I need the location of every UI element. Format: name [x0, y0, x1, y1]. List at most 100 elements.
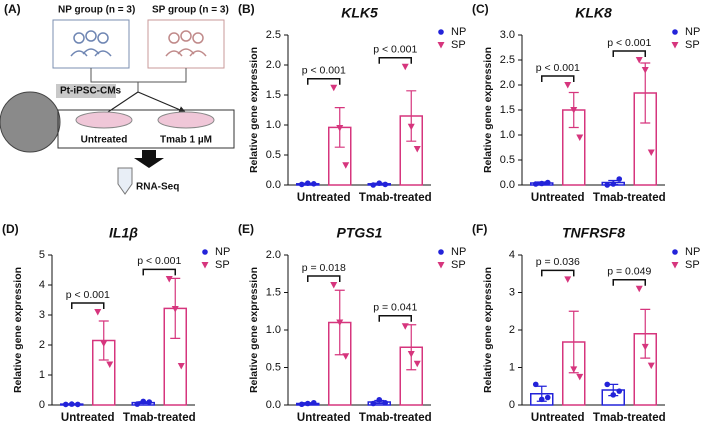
y-tick-label: 2.0 — [266, 59, 281, 71]
data-point — [304, 180, 311, 186]
dish-label: Untreated — [81, 135, 128, 146]
legend-marker — [437, 42, 445, 49]
y-tick-label: 1.5 — [266, 286, 281, 298]
chart-panel: (B) KLK5 Relative gene expression 0.0 0.5 1.0… — [238, 2, 466, 204]
legend-marker — [671, 42, 679, 49]
data-point — [570, 107, 578, 114]
panel-label: (C) — [472, 2, 489, 16]
x-tick-label: Tmab-treated — [359, 192, 432, 204]
data-point — [134, 401, 141, 407]
significance-bracket — [541, 269, 575, 277]
panel-label: (F) — [472, 222, 487, 236]
y-tick-label: 1 — [509, 361, 515, 373]
arrows — [107, 91, 185, 112]
significance-label: p < 0.001 — [536, 62, 580, 74]
legend-marker — [672, 29, 678, 35]
group-label: SP group (n = 3) — [152, 5, 229, 16]
data-point — [544, 394, 551, 401]
data-point — [146, 399, 153, 405]
y-tick-label: 2.5 — [266, 29, 281, 41]
chart-title: KLK5 — [341, 5, 378, 21]
y-tick-label: 0.0 — [266, 179, 281, 191]
significance-label: p = 0.018 — [302, 262, 346, 274]
y-tick-label: 5 — [39, 249, 45, 261]
significance-bracket — [378, 57, 412, 64]
significance-bracket — [541, 75, 575, 82]
data-point — [576, 134, 584, 141]
data-point — [304, 400, 311, 407]
data-point — [616, 176, 623, 182]
y-tick-label: 2.0 — [500, 79, 515, 91]
legend-marker — [672, 249, 678, 255]
y-tick-label: 3.0 — [500, 29, 515, 41]
connector — [90, 68, 187, 92]
data-point — [635, 57, 643, 64]
y-axis-label: Relative gene expression — [12, 267, 24, 393]
data-point — [647, 149, 655, 156]
y-tick-label: 1.0 — [266, 324, 281, 336]
data-point — [382, 399, 389, 406]
dish-box — [57, 109, 235, 149]
data-point — [370, 182, 377, 188]
legend-marker — [438, 29, 444, 35]
down-arrow — [134, 150, 164, 168]
data-point — [610, 392, 617, 398]
data-point — [336, 319, 344, 326]
data-point — [370, 400, 377, 407]
data-point — [376, 396, 383, 403]
data-point — [330, 84, 338, 92]
dish — [157, 111, 215, 129]
x-tick-label: Tmab-treated — [593, 412, 666, 424]
significance-label: p < 0.001 — [373, 44, 417, 56]
y-tick-label: 1.0 — [266, 119, 281, 131]
x-tick-label: Untreated — [531, 192, 585, 204]
significance-label: p < 0.001 — [607, 37, 651, 49]
y-axis-label: Relative gene expression — [248, 47, 260, 173]
x-tick-label: Tmab-treated — [123, 412, 196, 424]
y-tick-label: 4 — [509, 249, 515, 261]
chart-panel: (E) PTGS1 Relative gene expression 0.0 0.5 1.… — [238, 222, 466, 424]
data-point — [140, 398, 147, 405]
x-tick-label: Untreated — [61, 412, 115, 424]
data-point — [342, 353, 350, 360]
data-point — [576, 373, 584, 381]
y-tick-label: 2.5 — [500, 54, 515, 66]
panel-label: (A) — [4, 2, 21, 16]
significance-label: p = 0.041 — [373, 302, 417, 314]
y-tick-label: 2 — [39, 339, 45, 351]
error-bar — [406, 90, 417, 142]
data-point — [342, 162, 350, 169]
dish-label: Tmab 1 µM — [160, 135, 212, 146]
data-point — [330, 282, 338, 289]
y-tick-label: 0.5 — [266, 149, 281, 161]
legend-label: SP — [451, 259, 466, 271]
cells-label: Pt-iPSC-CMs — [60, 86, 122, 97]
significance-bracket — [612, 279, 646, 286]
y-tick-label: 0.5 — [266, 361, 281, 373]
chart-title: TNFRSF8 — [562, 225, 625, 241]
significance-label: p = 0.036 — [536, 256, 580, 268]
data-point — [564, 82, 572, 89]
legend-marker — [202, 249, 208, 255]
label-bg — [56, 84, 116, 98]
significance-label: p < 0.001 — [66, 289, 110, 301]
legend-marker — [438, 249, 444, 255]
y-axis-label: Relative gene expression — [482, 47, 494, 173]
data-point — [616, 388, 623, 394]
x-tick-label: Tmab-treated — [359, 412, 432, 424]
chart-title: PTGS1 — [337, 225, 383, 241]
group-label: NP group (n = 3) — [58, 5, 135, 16]
y-tick-label: 1.5 — [500, 104, 515, 116]
panel-label: (D) — [2, 222, 19, 236]
significance-label: p = 0.049 — [607, 266, 651, 278]
cell-image — [0, 91, 61, 153]
y-axis-label: Relative gene expression — [482, 267, 494, 393]
x-tick-label: Untreated — [297, 412, 351, 424]
y-tick-label: 2.0 — [266, 249, 281, 261]
data-point — [298, 181, 305, 188]
panel-label: (B) — [238, 2, 255, 16]
legend-label: NP — [685, 246, 700, 258]
legend-label: SP — [685, 39, 700, 51]
np-box — [52, 19, 130, 69]
